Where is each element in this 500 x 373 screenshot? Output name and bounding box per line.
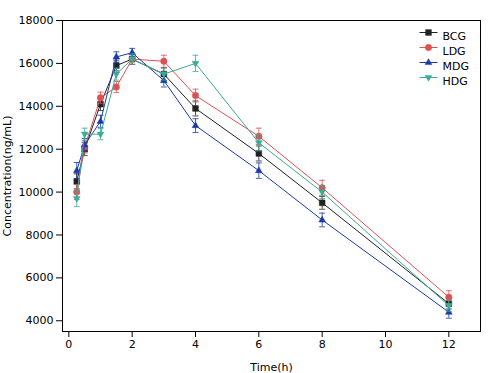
- svg-text:10000: 10000: [19, 186, 54, 199]
- svg-text:LDG: LDG: [443, 45, 466, 58]
- svg-text:6000: 6000: [26, 271, 54, 284]
- svg-text:8: 8: [319, 338, 326, 351]
- svg-text:2: 2: [129, 338, 136, 351]
- svg-text:14000: 14000: [19, 100, 54, 113]
- svg-text:4000: 4000: [26, 314, 54, 327]
- svg-text:0: 0: [65, 338, 72, 351]
- svg-text:18000: 18000: [19, 14, 54, 27]
- svg-text:BCG: BCG: [443, 30, 467, 43]
- svg-text:6: 6: [255, 338, 262, 351]
- svg-text:16000: 16000: [19, 57, 54, 70]
- svg-text:Concentration(ng/mL): Concentration(ng/mL): [1, 116, 14, 237]
- svg-text:12: 12: [442, 338, 456, 351]
- svg-text:4: 4: [192, 338, 199, 351]
- svg-text:HDG: HDG: [443, 75, 468, 88]
- svg-text:12000: 12000: [19, 143, 54, 156]
- svg-text:MDG: MDG: [443, 60, 470, 73]
- svg-text:Time(h): Time(h): [249, 361, 292, 373]
- svg-text:8000: 8000: [26, 229, 54, 242]
- svg-text:10: 10: [379, 338, 393, 351]
